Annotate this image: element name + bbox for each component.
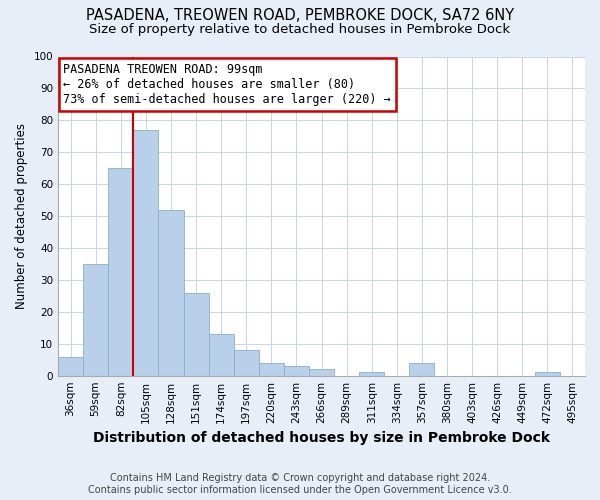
Bar <box>259 363 284 376</box>
Bar <box>233 350 259 376</box>
Y-axis label: Number of detached properties: Number of detached properties <box>15 123 28 309</box>
Bar <box>409 363 434 376</box>
Bar <box>284 366 309 376</box>
Text: PASADENA TREOWEN ROAD: 99sqm
← 26% of detached houses are smaller (80)
73% of se: PASADENA TREOWEN ROAD: 99sqm ← 26% of de… <box>64 63 391 106</box>
Bar <box>133 130 158 376</box>
Bar <box>83 264 108 376</box>
X-axis label: Distribution of detached houses by size in Pembroke Dock: Distribution of detached houses by size … <box>93 431 550 445</box>
Bar <box>158 210 184 376</box>
Bar <box>209 334 233 376</box>
Bar <box>108 168 133 376</box>
Text: Contains HM Land Registry data © Crown copyright and database right 2024.
Contai: Contains HM Land Registry data © Crown c… <box>88 474 512 495</box>
Text: PASADENA, TREOWEN ROAD, PEMBROKE DOCK, SA72 6NY: PASADENA, TREOWEN ROAD, PEMBROKE DOCK, S… <box>86 8 514 22</box>
Text: Size of property relative to detached houses in Pembroke Dock: Size of property relative to detached ho… <box>89 22 511 36</box>
Bar <box>184 292 209 376</box>
Bar <box>535 372 560 376</box>
Bar <box>359 372 384 376</box>
Bar <box>309 370 334 376</box>
Bar <box>58 356 83 376</box>
